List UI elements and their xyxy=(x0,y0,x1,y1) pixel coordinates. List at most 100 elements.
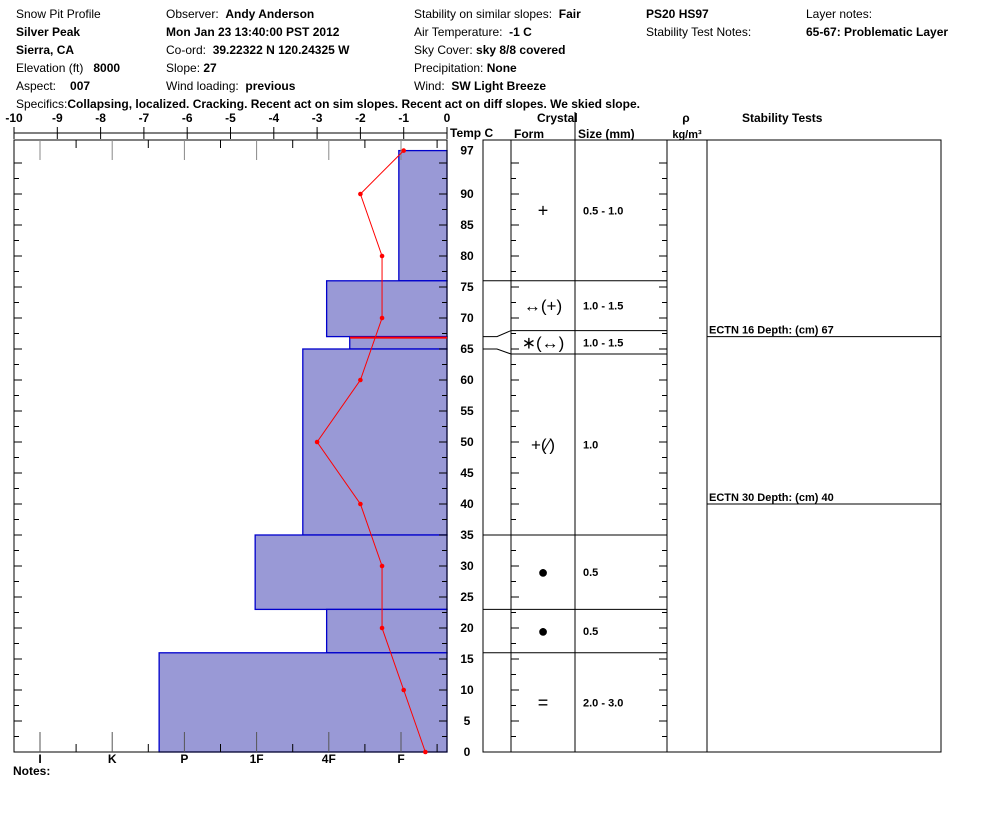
crystal-size: 0.5 xyxy=(583,567,598,579)
coord-value: 39.22322 N 120.24325 W xyxy=(212,43,350,57)
crystal-form-symbol: ↔(+) xyxy=(524,297,562,316)
layer-notes-value: 65-67: Problematic Layer xyxy=(806,25,949,39)
observer-label: Observer: xyxy=(166,7,219,21)
crystal-form-symbol: = xyxy=(538,692,549,712)
temp-tick-label: -8 xyxy=(95,111,106,125)
crystal-form-symbol: ● xyxy=(538,562,549,582)
depth-tick-label: 45 xyxy=(460,466,474,480)
air-temp-label: Air Temperature: xyxy=(414,25,503,39)
elevation-label: Elevation (ft) xyxy=(16,61,84,75)
depth-tick-label: 5 xyxy=(464,714,471,728)
stability-label: Stability on similar slopes: xyxy=(414,7,553,21)
temp-tick-label: -1 xyxy=(398,111,409,125)
depth-tick-label: 25 xyxy=(460,590,474,604)
layer-boundary xyxy=(483,330,667,338)
location: Silver Peak xyxy=(16,25,81,39)
hardness-tick-label: 1F xyxy=(250,752,264,766)
hardness-bar xyxy=(398,149,448,282)
stability-tests-header: Stability Tests xyxy=(742,111,823,125)
crystal-form-symbol: + xyxy=(538,200,549,220)
depth-tick-label: 10 xyxy=(460,683,474,697)
stability-value: Fair xyxy=(558,7,581,21)
temperature-point xyxy=(379,253,385,259)
slope-value: 27 xyxy=(203,61,217,75)
temp-tick-label: -4 xyxy=(268,111,279,125)
temperature-point xyxy=(401,148,407,153)
depth-tick-label: 55 xyxy=(460,404,474,418)
temperature-point xyxy=(423,749,428,755)
precip-value: None xyxy=(486,61,517,75)
coord-label: Co-ord: xyxy=(166,43,207,57)
wind-loading-label: Wind loading: xyxy=(166,79,239,93)
depth-tick-label: 70 xyxy=(460,311,474,325)
crystal-size: 0.5 - 1.0 xyxy=(583,205,623,217)
crystal-form-symbol: +(∕) xyxy=(531,436,555,455)
slope-label: Slope: xyxy=(166,61,201,75)
hardness-bar xyxy=(325,280,448,338)
specifics-label: Specifics: xyxy=(16,97,68,111)
notes-label: Notes: xyxy=(13,764,51,778)
temp-tick-label: -9 xyxy=(52,111,63,125)
temperature-point xyxy=(379,315,385,321)
temp-tick-label: -2 xyxy=(355,111,366,125)
hardness-tick-label: 4F xyxy=(322,752,336,766)
depth-tick-label: 65 xyxy=(460,342,474,356)
crystal-size: 2.0 - 3.0 xyxy=(583,697,623,709)
air-temp-value: -1 C xyxy=(509,25,532,39)
temp-tick-label: -3 xyxy=(312,111,323,125)
hardness-tick-label: K xyxy=(108,752,117,766)
hardness-bar xyxy=(325,608,448,654)
crystal-form-symbol: ● xyxy=(538,621,549,641)
precip-label: Precipitation: xyxy=(414,61,484,75)
temperature-point xyxy=(358,191,363,197)
depth-tick-label: 40 xyxy=(460,497,474,511)
chart-frame xyxy=(13,139,448,753)
wind-label: Wind: xyxy=(414,79,445,93)
temperature-point xyxy=(401,687,407,693)
profile-title: Snow Pit Profile xyxy=(16,7,101,21)
observer-value: Andy Anderson xyxy=(225,7,315,21)
temperature-point xyxy=(358,377,363,383)
depth-tick-label: 80 xyxy=(460,249,474,263)
form-header: Form xyxy=(514,127,544,141)
density-unit-header: kg/m³ xyxy=(672,129,702,141)
elevation-value: 8000 xyxy=(93,61,121,75)
stability-test-notes-label: Stability Test Notes: xyxy=(646,25,752,39)
temp-tick-label: -6 xyxy=(182,111,193,125)
depth-tick-label: 50 xyxy=(460,435,474,449)
sky-value: sky 8/8 covered xyxy=(476,43,566,57)
hardness-bar xyxy=(302,348,448,536)
density-header: ρ xyxy=(682,111,689,125)
layer-notes-label: Layer notes: xyxy=(806,7,873,21)
wind-loading-value: previous xyxy=(245,79,296,93)
datetime: Mon Jan 23 13:40:00 PST 2012 xyxy=(166,25,340,39)
ps-hs: PS20 HS97 xyxy=(646,7,709,21)
crystal-size: 1.0 xyxy=(583,440,598,452)
depth-tick-label: 35 xyxy=(460,528,474,542)
depth-tick-label: 85 xyxy=(460,218,474,232)
specifics-value: Collapsing, localized. Cracking. Recent … xyxy=(67,97,640,111)
crystal-size: 1.0 - 1.5 xyxy=(583,301,623,313)
aspect-label: Aspect: xyxy=(16,79,57,93)
depth-tick-label: 15 xyxy=(460,652,474,666)
table-frame xyxy=(482,139,942,753)
depth-tick-label: 30 xyxy=(460,559,474,573)
aspect-value: 007 xyxy=(70,79,91,93)
hardness-bar xyxy=(158,652,448,753)
temp-tick-label: -7 xyxy=(139,111,150,125)
depth-tick-label: 75 xyxy=(460,280,474,294)
stability-test-label: ECTN 30 Depth: (cm) 40 xyxy=(709,492,834,504)
depth-tick-label: 0 xyxy=(464,745,471,759)
depth-tick-label: 90 xyxy=(460,187,474,201)
crystal-header: Crystal xyxy=(537,111,578,125)
temp-tick-label: -5 xyxy=(225,111,236,125)
hardness-tick-label: F xyxy=(397,752,404,766)
hardness-tick-label: I xyxy=(38,752,41,766)
crystal-form-symbol: ∗(↔) xyxy=(522,333,565,352)
sky-label: Sky Cover: xyxy=(414,43,473,57)
stability-test-label: ECTN 16 Depth: (cm) 67 xyxy=(709,325,834,337)
temperature-point xyxy=(358,501,363,507)
crystal-size: 0.5 xyxy=(583,626,598,638)
temp-tick-label: -10 xyxy=(5,111,23,125)
